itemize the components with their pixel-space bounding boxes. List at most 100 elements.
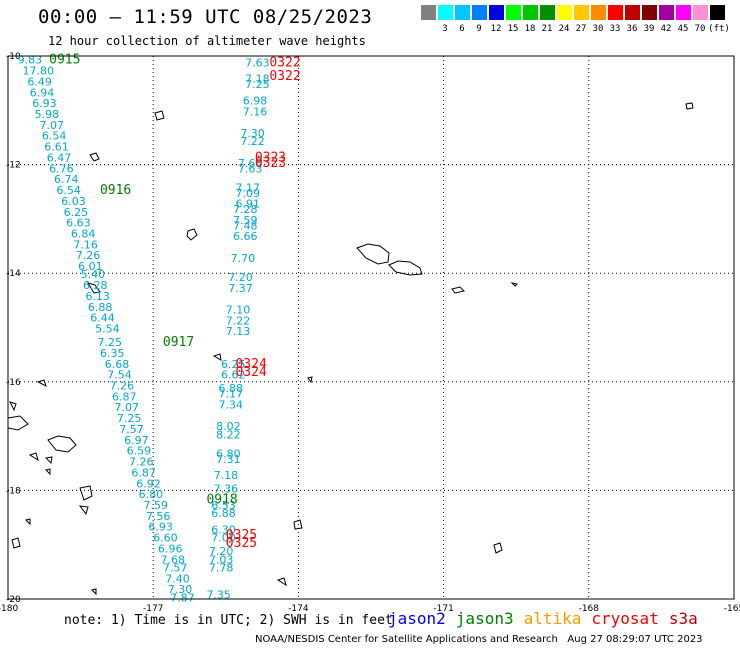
pass-time-label: 0915 bbox=[49, 53, 80, 68]
legend-swatch bbox=[455, 5, 470, 20]
legend-swatch bbox=[574, 5, 589, 20]
wave-height-value: 7.25 bbox=[98, 336, 123, 349]
map-subtitle: 12 hour collection of altimeter wave hei… bbox=[48, 34, 366, 48]
wave-height-value: 7.35 bbox=[206, 589, 231, 602]
wave-height-value: 7.48 bbox=[233, 219, 258, 232]
wave-height-value: 7.17 bbox=[235, 181, 259, 194]
legend-label: 24 bbox=[558, 24, 570, 34]
wave-height-value: 6.87 bbox=[112, 390, 137, 403]
legend-swatch bbox=[659, 5, 674, 20]
x-tick-label: -180 bbox=[0, 604, 18, 614]
wave-height-value: 7.26 bbox=[110, 380, 135, 393]
satellite-s3a: s3a bbox=[668, 609, 698, 628]
wave-height-value: 7.78 bbox=[209, 561, 234, 574]
wave-height-value: 6.80 bbox=[216, 447, 241, 460]
coastline-tonga bbox=[91, 588, 97, 596]
wave-height-value: 7.70 bbox=[231, 252, 256, 265]
coastline-fiji bbox=[79, 485, 93, 501]
legend-swatch bbox=[438, 5, 453, 20]
legend-label: 18 bbox=[524, 24, 536, 34]
legend-swatch bbox=[591, 5, 606, 20]
pass-time-label: 0323 bbox=[255, 156, 286, 171]
wave-height-value: 6.62 bbox=[221, 369, 246, 382]
wave-height-value: 6.61 bbox=[44, 141, 69, 154]
pass-time-label: 0324 bbox=[235, 365, 266, 380]
legend-swatch bbox=[506, 5, 521, 20]
wave-height-value: 7.57 bbox=[119, 423, 144, 436]
wave-height-value: 6.80 bbox=[139, 488, 164, 501]
wave-height-value: 7.07 bbox=[39, 119, 64, 132]
pass-time-label: 0322 bbox=[269, 69, 300, 84]
wave-height-value: 6.03 bbox=[61, 195, 86, 208]
y-tick-label: -20 bbox=[6, 595, 21, 605]
coastline-fiji bbox=[9, 401, 17, 412]
coastline-fiji bbox=[7, 415, 29, 431]
x-tick-label: -165 bbox=[724, 604, 740, 614]
wave-height-value: 7.31 bbox=[216, 453, 241, 466]
legend-swatch bbox=[540, 5, 555, 20]
coastline-tonga bbox=[276, 577, 287, 587]
pass-time-label: 0323 bbox=[255, 150, 286, 165]
wave-height-value: 6.98 bbox=[243, 94, 267, 107]
wave-height-value: 8.22 bbox=[216, 428, 241, 441]
wave-height-value: 7.16 bbox=[243, 105, 267, 118]
x-tick-label: -174 bbox=[288, 604, 309, 614]
wave-height-value: 6.60 bbox=[153, 532, 178, 545]
wave-height-value: 6.59 bbox=[127, 445, 152, 458]
wave-height-value: 7.36 bbox=[214, 483, 239, 496]
wave-height-value: 6.53 bbox=[211, 499, 236, 512]
wave-height-value: 6.63 bbox=[66, 217, 91, 230]
y-tick-label: -14 bbox=[6, 269, 21, 279]
wave-height-value: 6.87 bbox=[131, 466, 156, 479]
legend-label: 21 bbox=[541, 24, 553, 34]
wave-height-value: 6.93 bbox=[148, 521, 173, 534]
legend-swatch bbox=[523, 5, 538, 20]
wave-height-value: 6.97 bbox=[124, 434, 149, 447]
wave-height-value: 7.63 bbox=[245, 56, 270, 69]
wave-height-value: 6.30 bbox=[211, 523, 236, 536]
wave-height-value: 6.54 bbox=[42, 130, 67, 143]
pass-time-label: 0324 bbox=[235, 357, 266, 372]
legend-label: 9 bbox=[476, 24, 482, 34]
pass-time-label: 0325 bbox=[226, 528, 257, 543]
wave-height-value: 17.80 bbox=[23, 65, 55, 78]
coastline-fiji bbox=[25, 518, 31, 526]
wave-height-value: 7.54 bbox=[107, 369, 132, 382]
wave-height-value: 6.25 bbox=[221, 358, 246, 371]
legend-swatch bbox=[608, 5, 623, 20]
coastline-fiji bbox=[44, 456, 53, 465]
wave-height-value: 6.92 bbox=[136, 477, 161, 490]
map-frame bbox=[7, 55, 735, 600]
satellite-jason3: jason3 bbox=[455, 609, 514, 628]
wave-height-value: 7.09 bbox=[235, 187, 259, 200]
wave-height-value: 7.17 bbox=[219, 388, 244, 401]
legend-unit: (ft) bbox=[708, 24, 730, 34]
footnote: note: 1) Time is in UTC; 2) SWH is in fe… bbox=[64, 613, 393, 628]
wave-height-value: 7.10 bbox=[226, 303, 251, 316]
coastline-islet bbox=[186, 228, 198, 241]
coastline-fiji bbox=[78, 505, 89, 516]
legend-swatch bbox=[642, 5, 657, 20]
wave-height-value: 6.84 bbox=[71, 227, 96, 240]
wave-height-value: 6.01 bbox=[78, 260, 103, 273]
satellite-key: jason2 jason3 altika cryosat s3a bbox=[388, 609, 698, 628]
x-tick-label: -177 bbox=[143, 604, 163, 614]
legend-label: 36 bbox=[626, 24, 638, 34]
wave-height-value: 6.93 bbox=[32, 97, 57, 110]
wave-height-value: 6.88 bbox=[211, 507, 236, 520]
wave-height-value: 5.40 bbox=[81, 268, 106, 281]
wave-height-value: 7.07 bbox=[114, 401, 139, 414]
coastline-fiji bbox=[11, 537, 21, 549]
legend-label: 15 bbox=[507, 24, 519, 34]
wave-height-value: 7.40 bbox=[165, 572, 190, 585]
satellite-altika: altika bbox=[523, 609, 582, 628]
coastline-fiji bbox=[45, 468, 51, 476]
coastline-islet bbox=[86, 282, 101, 294]
coastline-savaii bbox=[388, 260, 423, 276]
legend-swatch bbox=[693, 5, 708, 20]
wave-height-value: 7.03 bbox=[209, 553, 234, 566]
y-tick-label: -12 bbox=[6, 161, 21, 171]
wave-height-value: 5.98 bbox=[35, 108, 60, 121]
coastline-fiji bbox=[212, 353, 222, 361]
